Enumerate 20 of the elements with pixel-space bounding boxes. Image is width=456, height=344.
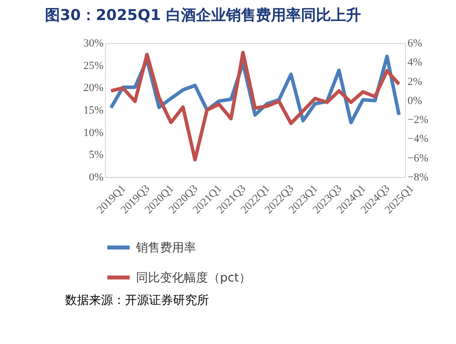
y2-tick-label: −8% [408, 172, 428, 184]
line-series [109, 50, 401, 162]
legend-label: 同比变化幅度（pct） [136, 270, 251, 284]
y-tick-label: 20% [83, 82, 104, 94]
y-tick-label: 10% [83, 126, 104, 139]
y2-tick-label: 6% [408, 38, 422, 50]
y-tick-label: 15% [83, 104, 104, 116]
legend-label: 销售费用率 [135, 240, 196, 254]
y2-tick-label: −6% [408, 152, 428, 164]
y2-tick-label: 2% [408, 76, 422, 88]
y2-tick-label: 4% [408, 56, 422, 69]
chart-title: 图30：2025Q1 白酒企业销售费用率同比上升 [45, 6, 362, 24]
y2-tick-label: 0% [408, 94, 422, 107]
y-tick-label: 5% [88, 149, 104, 162]
y-tick-label: 0% [88, 172, 104, 184]
y-tick-label: 25% [83, 60, 104, 72]
y2-tick-label: −2% [408, 114, 428, 126]
y2-tick-label: −4% [408, 133, 428, 146]
source-note: 数据来源：开源证券研究所 [65, 293, 209, 307]
y-tick-label: 30% [83, 38, 104, 50]
